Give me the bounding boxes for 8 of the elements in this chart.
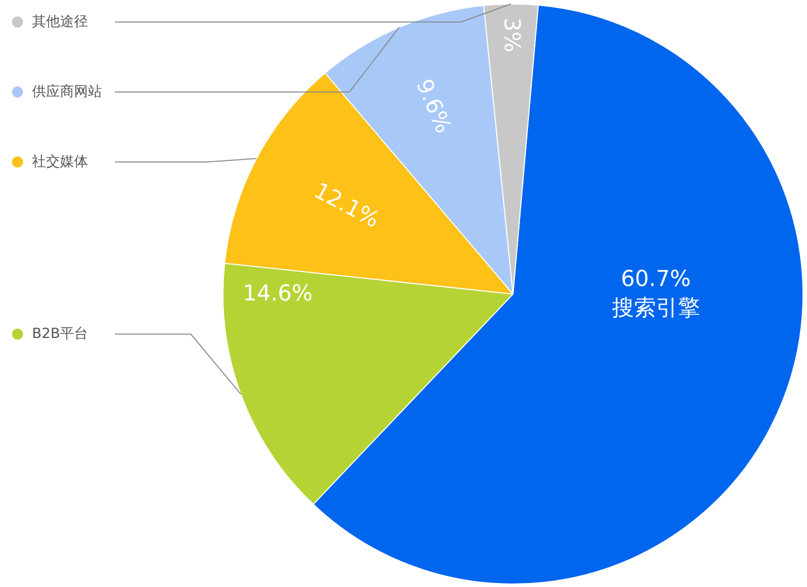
data-label: 9.6% (410, 76, 456, 138)
legend-label: B2B平台 (32, 326, 88, 342)
legend-label: 供应商网站 (32, 84, 102, 100)
data-label: 14.6% (242, 282, 313, 306)
legend-label: 其他途径 (32, 14, 88, 30)
legend-label: 社交媒体 (32, 154, 88, 170)
slice-label: 搜索引擎 (612, 296, 700, 321)
data-label: 60.7% (620, 267, 691, 292)
